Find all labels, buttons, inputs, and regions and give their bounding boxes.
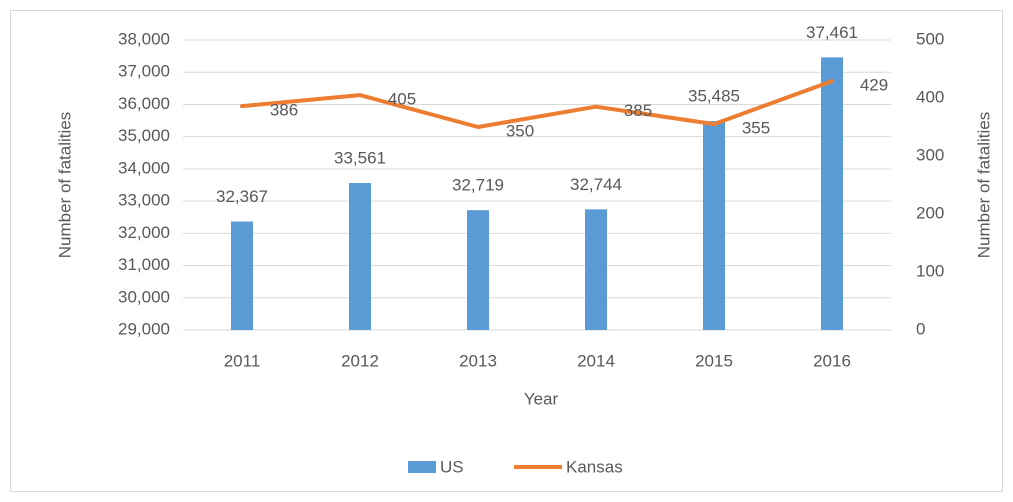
data-label: 355: [742, 119, 770, 138]
y-tick-label: 31,000: [118, 255, 170, 274]
bar: [821, 57, 843, 331]
bar: [349, 183, 371, 330]
legend-swatch: [408, 461, 436, 473]
legend-label: US: [440, 457, 464, 476]
y2-tick-label: 300: [916, 145, 944, 164]
y-tick-label: 36,000: [118, 94, 170, 113]
x-tick-label: 2011: [224, 351, 261, 370]
data-label: 385: [624, 101, 652, 120]
bar: [231, 221, 253, 330]
y2-tick-label: 0: [916, 319, 925, 338]
y-tick-label: 34,000: [118, 158, 170, 177]
y2-axis-title: Number of fatalities: [974, 112, 993, 258]
data-label: 429: [860, 76, 888, 95]
y-tick-label: 38,000: [118, 29, 170, 48]
data-label: 32,719: [452, 176, 504, 195]
y2-tick-label: 100: [916, 261, 944, 280]
data-label: 405: [388, 90, 416, 109]
y-tick-label: 29,000: [118, 319, 170, 338]
y-tick-label: 35,000: [118, 126, 170, 145]
y-tick-label: 32,000: [118, 223, 170, 242]
y2-tick-label: 500: [916, 29, 944, 48]
bar: [585, 209, 607, 330]
data-label: 35,485: [688, 87, 740, 106]
data-label: 37,461: [806, 23, 858, 42]
chart-border: [10, 10, 1003, 492]
x-axis-title: Year: [524, 389, 559, 408]
bar: [467, 210, 489, 330]
legend-label: Kansas: [566, 457, 623, 476]
y2-tick-label: 400: [916, 87, 944, 106]
line: [240, 79, 834, 129]
y-tick-label: 30,000: [118, 287, 170, 306]
x-tick-label: 2014: [577, 351, 615, 370]
x-tick-label: 2016: [813, 351, 851, 370]
data-label: 33,561: [334, 149, 386, 168]
data-label: 350: [506, 121, 534, 140]
x-tick-label: 2015: [695, 351, 733, 370]
data-label: 32,744: [570, 175, 622, 194]
data-label: 32,367: [216, 187, 268, 206]
x-tick-label: 2013: [459, 351, 497, 370]
y-tick-label: 33,000: [118, 191, 170, 210]
x-tick-label: 2012: [341, 351, 379, 370]
y2-tick-label: 200: [916, 203, 944, 222]
bar: [703, 121, 725, 331]
y-axis-title: Number of fatalities: [55, 112, 74, 258]
y-tick-label: 37,000: [118, 62, 170, 81]
data-label: 386: [270, 101, 298, 120]
